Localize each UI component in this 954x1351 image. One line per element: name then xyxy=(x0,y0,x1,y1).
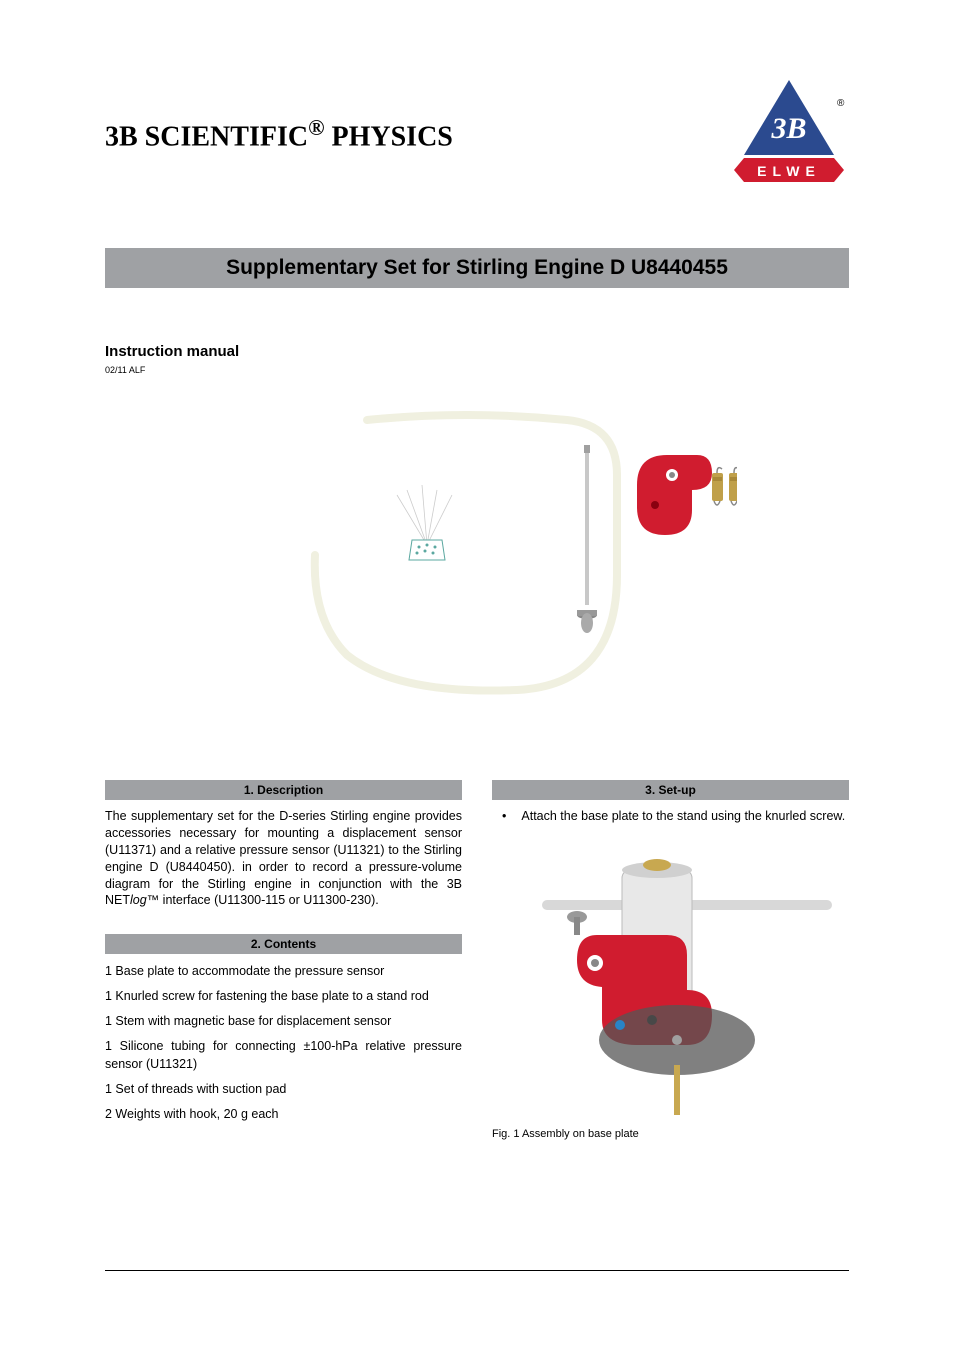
setup-bullet-item: • Attach the base plate to the stand usi… xyxy=(492,808,849,825)
contents-header: 2. Contents xyxy=(105,934,462,954)
assembly-illustration xyxy=(492,840,832,1115)
footer-divider xyxy=(105,1270,849,1271)
figure-caption: Fig. 1 Assembly on base plate xyxy=(492,1128,849,1140)
product-image xyxy=(105,395,849,730)
elwe-logo-icon: 3B ELWE ® xyxy=(729,80,849,188)
description-header: 1. Description xyxy=(105,780,462,800)
list-item: 1 Silicone tubing for connecting ±100-hP… xyxy=(105,1037,462,1075)
brand-prefix: 3B SCIENTIFIC xyxy=(105,121,308,152)
registered-mark: ® xyxy=(308,115,324,140)
description-text: The supplementary set for the D-series S… xyxy=(105,808,462,909)
list-item: 1 Knurled screw for fastening the base p… xyxy=(105,987,462,1006)
logo: 3B ELWE ® xyxy=(729,80,849,188)
list-item: 2 Weights with hook, 20 g each xyxy=(105,1105,462,1124)
manual-section: Instruction manual 02/11 ALF xyxy=(105,343,849,375)
left-column: 1. Description The supplementary set for… xyxy=(105,780,462,1140)
svg-text:®: ® xyxy=(837,98,845,109)
setup-header: 3. Set-up xyxy=(492,780,849,800)
product-components-illustration xyxy=(217,395,737,725)
list-item: 1 Base plate to accommodate the pressure… xyxy=(105,962,462,981)
product-title: Supplementary Set for Stirling Engine D … xyxy=(226,256,728,279)
brand-suffix: PHYSICS xyxy=(325,121,453,152)
svg-text:3B: 3B xyxy=(770,112,806,145)
brand-title: 3B SCIENTIFIC® PHYSICS xyxy=(105,115,453,153)
list-item: 1 Stem with magnetic base for displaceme… xyxy=(105,1012,462,1031)
product-title-bar: Supplementary Set for Stirling Engine D … xyxy=(105,248,849,288)
document-date: 02/11 ALF xyxy=(105,365,849,375)
right-column: 3. Set-up • Attach the base plate to the… xyxy=(492,780,849,1140)
setup-text: Attach the base plate to the stand using… xyxy=(521,808,845,825)
contents-list: 1 Base plate to accommodate the pressure… xyxy=(105,962,462,1123)
bullet-icon: • xyxy=(502,808,506,825)
figure-1-image xyxy=(492,840,849,1120)
svg-text:ELWE: ELWE xyxy=(757,163,821,179)
manual-heading: Instruction manual xyxy=(105,343,849,360)
list-item: 1 Set of threads with suction pad xyxy=(105,1080,462,1099)
page-header: 3B SCIENTIFIC® PHYSICS 3B ELWE ® xyxy=(105,80,849,188)
content-columns: 1. Description The supplementary set for… xyxy=(105,780,849,1140)
